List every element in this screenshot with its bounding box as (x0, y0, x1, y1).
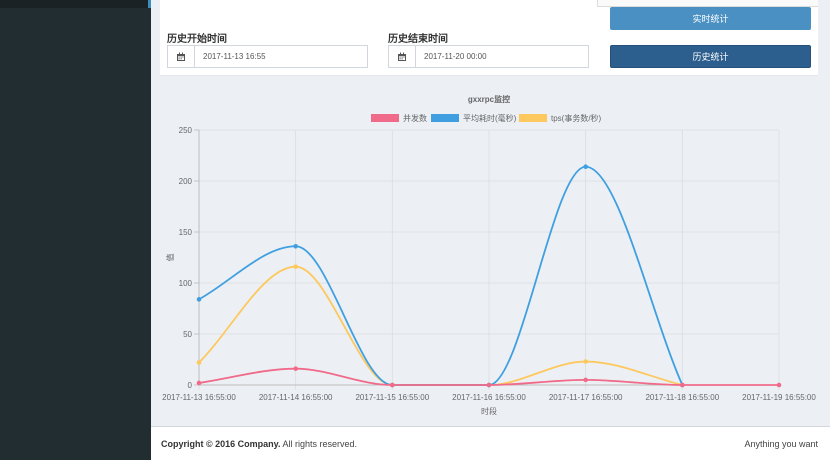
y-tick-label-1: 50 (183, 330, 192, 339)
x-tick-label-2: 2017-11-15 16:55:00 (355, 393, 429, 402)
start-time-input[interactable] (195, 46, 367, 67)
rights-text: All rights reserved. (282, 439, 358, 449)
x-tick-label-3: 2017-11-16 16:55:00 (452, 393, 526, 402)
calendar-icon[interactable] (389, 46, 416, 67)
y-axis-label: 值 (165, 254, 175, 262)
y-tick-label-5: 250 (179, 126, 193, 135)
dropdown-popup-edge (597, 0, 818, 7)
x-tick-label-1: 2017-11-14 16:55:00 (259, 393, 333, 402)
company-link[interactable]: Company. (237, 439, 281, 449)
realtime-stats-button[interactable]: 实时统计 (610, 7, 811, 30)
sidebar (0, 0, 151, 460)
series-2-point-4 (583, 359, 588, 364)
sidebar-active-item[interactable] (0, 0, 151, 8)
legend-label-0: 并发数 (403, 113, 427, 123)
y-tick-label-4: 200 (179, 177, 193, 186)
x-tick-label-6: 2017-11-19 16:55:00 (742, 393, 816, 402)
x-axis-label: 时段 (481, 406, 497, 416)
start-time-input-group[interactable] (167, 45, 368, 68)
series-1-point-1 (293, 243, 298, 249)
end-time-input-group[interactable] (388, 45, 589, 68)
x-tick-label-0: 2017-11-13 16:55:00 (162, 393, 236, 402)
start-time-label: 历史开始时间 (167, 34, 227, 45)
legend-label-1: 平均耗时(毫秒) (463, 113, 517, 123)
series-line-1 (198, 165, 684, 386)
y-tick-label-3: 150 (179, 228, 193, 237)
y-tick-label-0: 0 (188, 381, 193, 390)
chart-title: gxxrpc监控 (468, 94, 510, 104)
end-time-input[interactable] (416, 46, 588, 67)
legend-swatch-2 (519, 114, 547, 122)
x-tick-label-5: 2017-11-18 16:55:00 (645, 393, 719, 402)
main-content: 历史开始时间 历史结束时间 (151, 0, 830, 426)
series-2-point-1 (293, 264, 298, 269)
calendar-icon[interactable] (168, 46, 195, 67)
footer-tagline: Anything you want (744, 439, 818, 449)
legend-swatch-0 (371, 114, 399, 122)
series-0-point-2 (390, 382, 395, 388)
history-stats-button[interactable]: 历史统计 (610, 45, 811, 68)
series-0-point-6 (776, 382, 782, 388)
legend-swatch-1 (431, 114, 459, 122)
series-2-point-0 (196, 360, 202, 365)
copyright-text: Copyright © 2016 Company. All rights res… (161, 439, 357, 449)
end-time-label: 历史结束时间 (388, 34, 448, 45)
series-0-point-3 (486, 382, 492, 388)
footer: Copyright © 2016 Company. All rights res… (151, 426, 830, 460)
series-1-point-0 (196, 297, 202, 302)
chart-container: gxxrpc监控并发数 平均耗时(毫秒) tps(事务数/秒) 0 50 100 150 20… (151, 88, 830, 420)
legend-label-2: tps(事务数/秒) (551, 113, 602, 123)
series-line-2 (198, 265, 683, 386)
x-tick-label-4: 2017-11-17 16:55:00 (549, 393, 623, 402)
series-0-point-1 (293, 366, 298, 371)
filter-panel: 历史开始时间 历史结束时间 (160, 0, 818, 76)
series-1-point-4 (583, 164, 588, 170)
series-0-point-0 (196, 380, 202, 386)
series-0-point-5 (680, 382, 685, 388)
y-tick-label-2: 100 (179, 279, 193, 288)
copyright-prefix: Copyright © 2016 (161, 439, 236, 449)
series-0-point-4 (583, 377, 588, 383)
